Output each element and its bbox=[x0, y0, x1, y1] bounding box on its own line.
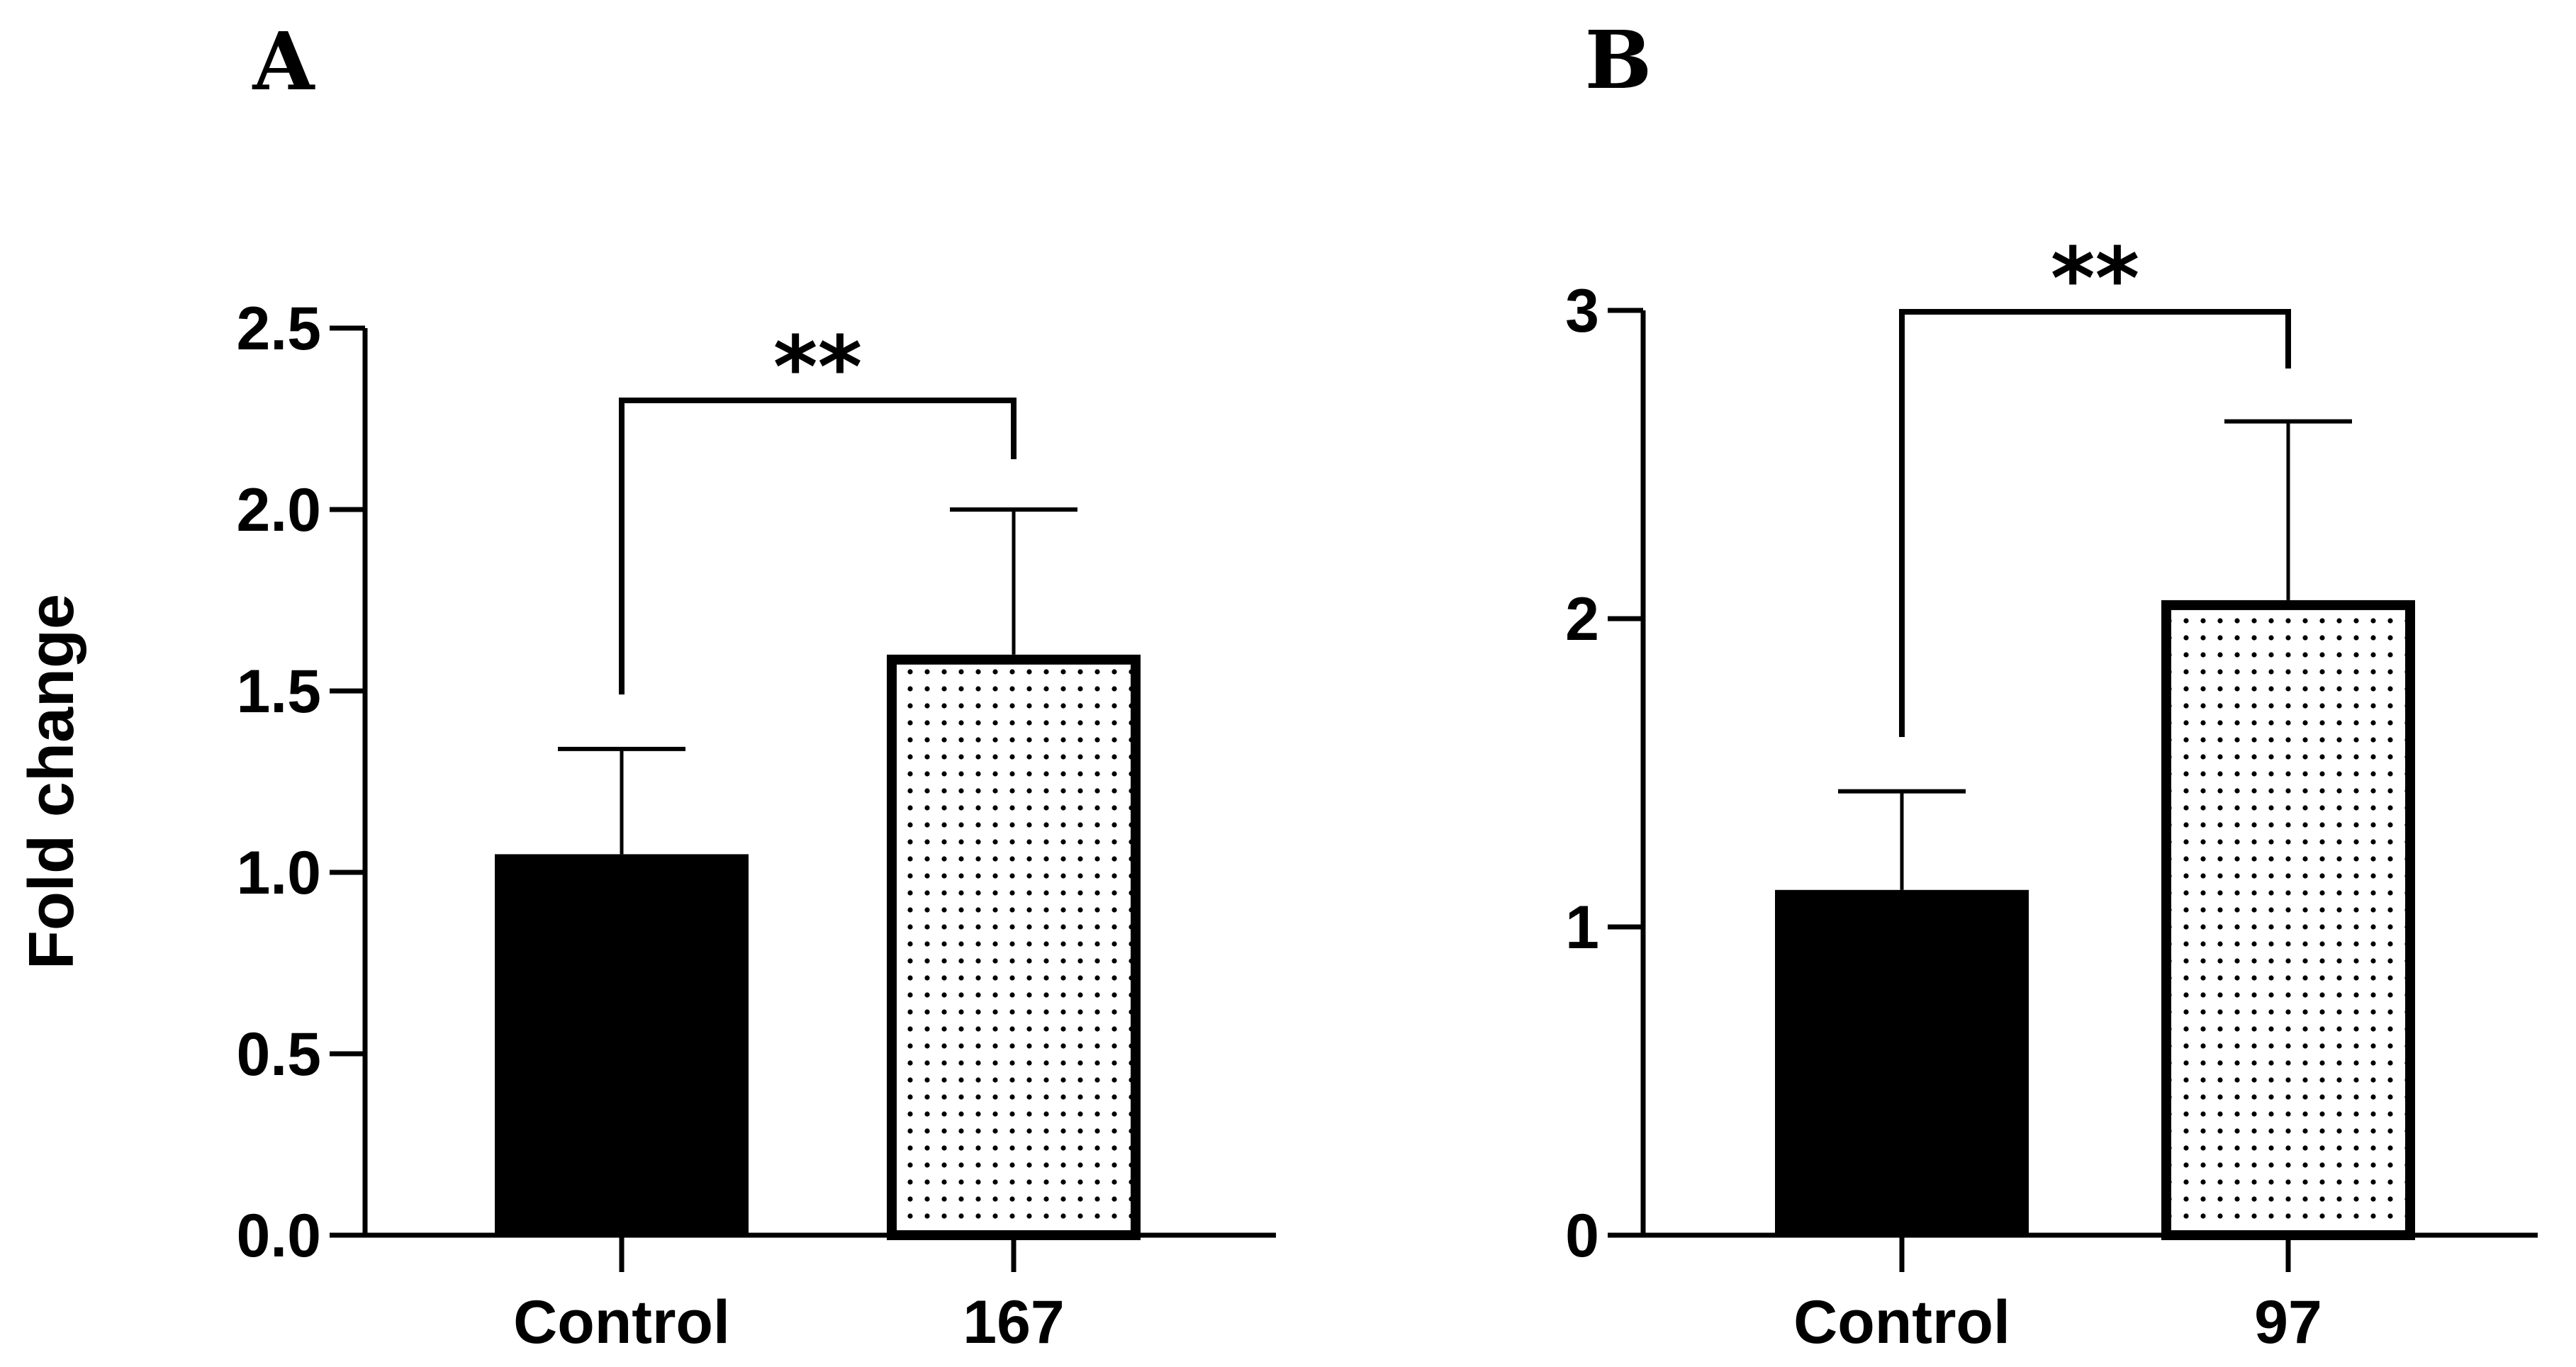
panel-a-bar-167 bbox=[887, 654, 1141, 1240]
panel-b-y-tick-label: 2 bbox=[1565, 585, 1599, 653]
panel-a-bar-control bbox=[495, 854, 749, 1235]
panel-a-significance-bracket bbox=[619, 398, 1017, 694]
panel-a-x-tick-label: 167 bbox=[963, 1288, 1065, 1356]
panel-b-bar-control bbox=[1775, 889, 2029, 1235]
panel-b-y-tick-label: 0 bbox=[1565, 1202, 1599, 1270]
panel-a-y-tick-label: 1.0 bbox=[236, 839, 321, 907]
panel-a-label: A bbox=[252, 16, 316, 108]
panel-b-significance-bracket bbox=[1899, 309, 2291, 737]
panel-a-y-tick-label: 2.0 bbox=[236, 476, 321, 544]
y-axis-label: Fold change bbox=[16, 594, 87, 969]
panel-a-y-tick-label: 0.5 bbox=[236, 1020, 321, 1088]
panel-b-y-tick-label: 3 bbox=[1565, 277, 1599, 345]
panel-a-y-tick-label: 0.0 bbox=[236, 1202, 321, 1270]
panel-a-y-tick-label: 1.5 bbox=[236, 658, 321, 726]
panel-a: A 0.0 0.5 1.0 1.5 2.0 2.5 Control 167 ** bbox=[236, 16, 1276, 1356]
panel-b-bar-97 bbox=[2161, 600, 2415, 1240]
panel-b: B 0 1 2 3 Control 97 ** bbox=[1565, 14, 2538, 1356]
panel-a-significance-label: ** bbox=[773, 319, 863, 417]
panel-b-x-tick-label: Control bbox=[1793, 1288, 2010, 1356]
panel-a-y-tick-label: 2.5 bbox=[236, 295, 321, 363]
panel-b-label: B bbox=[1585, 14, 1652, 107]
panel-a-x-tick-label: Control bbox=[513, 1288, 730, 1356]
panel-b-x-tick-label: 97 bbox=[2254, 1288, 2322, 1356]
panel-b-y-tick-label: 1 bbox=[1565, 894, 1599, 962]
panel-b-significance-label: ** bbox=[2051, 230, 2140, 329]
